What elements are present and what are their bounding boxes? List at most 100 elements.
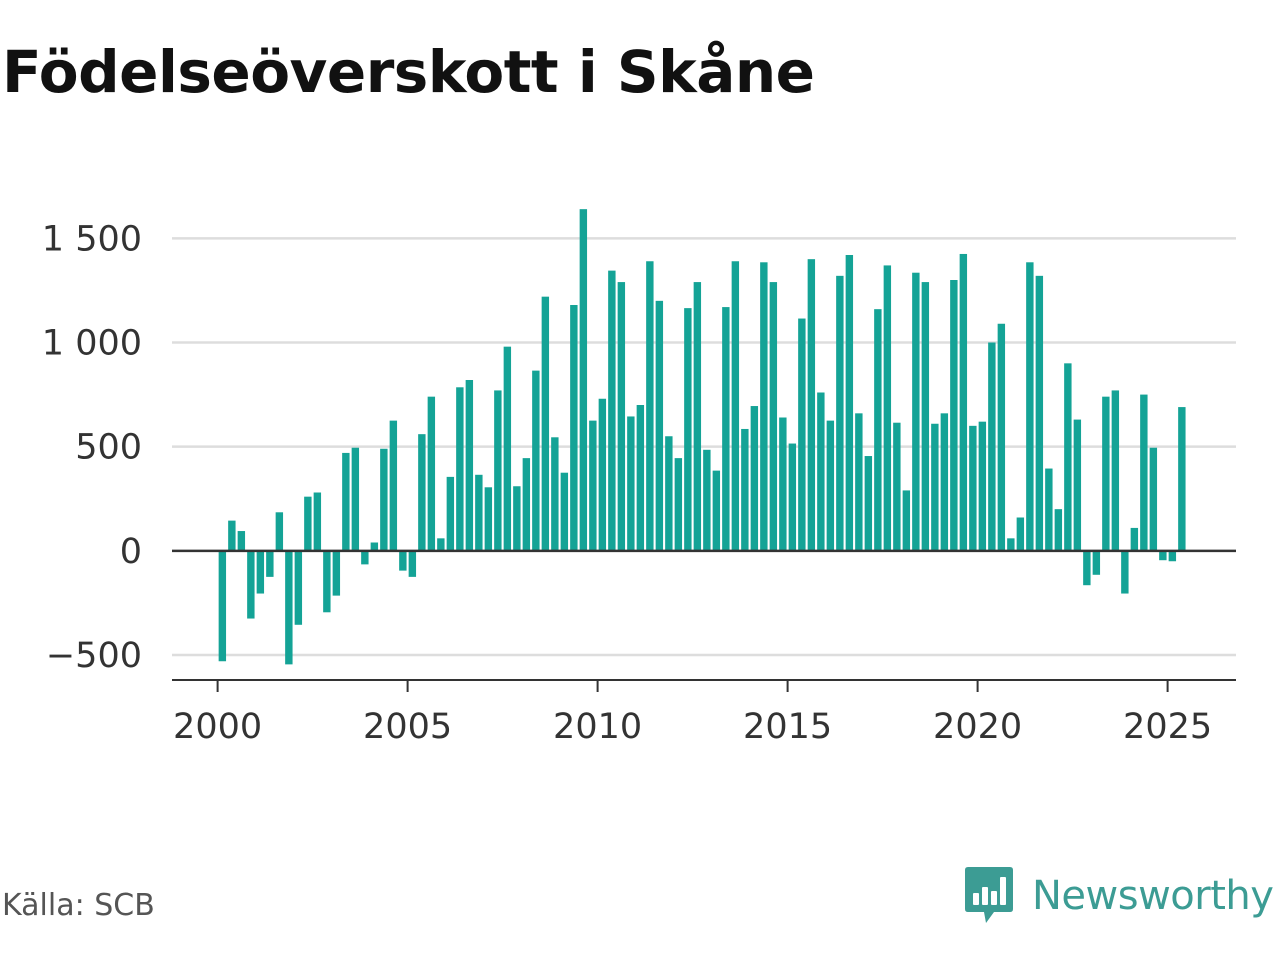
bar [389,420,398,551]
bar [693,282,702,551]
bar [950,280,958,551]
bar [342,452,350,551]
bar [874,309,882,551]
bar [997,323,1006,551]
bar [266,550,274,577]
bar [883,265,892,551]
bar [959,253,968,551]
bar [969,425,977,551]
bar [617,282,626,551]
bar [1045,468,1053,551]
bar [788,443,797,551]
bar [380,448,388,551]
bar [1054,509,1063,551]
bar [446,476,455,551]
bar [418,434,426,551]
bar [731,261,740,551]
bar [931,423,939,551]
bar [513,486,521,551]
bar [247,550,255,619]
bar [532,370,540,551]
bar [703,449,711,551]
bar [921,282,930,551]
bar [1092,550,1101,575]
bar [1064,363,1072,551]
brand-logo[interactable]: Newsworthy [964,864,1274,928]
bar [817,392,825,551]
x-tick-label: 2005 [363,707,452,747]
bar [294,550,303,625]
bar [465,380,474,551]
bar [779,417,787,551]
chart-title: Födelseöverskott i Skåne [2,38,815,106]
bar [560,472,569,551]
bar [750,406,759,551]
y-tick-label: 500 [75,428,142,468]
bar [408,550,417,577]
bar [1035,275,1044,551]
bar [836,275,844,551]
bar [456,387,464,551]
bar [589,420,597,551]
bar [665,436,673,551]
bar [437,538,445,551]
bar [608,270,616,551]
bar [323,550,331,613]
x-tick-label: 2025 [1123,707,1212,747]
bar [228,520,236,551]
bar [475,474,483,551]
bar [769,282,778,551]
bar [826,420,835,551]
bar [674,458,683,551]
bar [522,458,531,551]
bar [712,470,721,551]
bar [684,308,692,551]
bar [503,346,512,551]
bar [237,531,246,551]
bar [484,487,493,551]
bar [1159,550,1167,561]
bar [332,550,341,596]
bar [1016,517,1025,551]
bar [494,390,502,551]
bar-chart: 2000 2005 2010 2015 2020 2025 −500 0 500 1 000 1 … [42,209,1236,747]
bar [1007,538,1015,551]
bar [864,456,873,551]
bar [1026,262,1034,551]
bar [598,398,607,551]
bar [1121,550,1129,594]
bar [912,272,920,551]
y-tick-label: −500 [46,636,142,676]
bar [741,428,749,551]
bar [988,342,996,551]
bar [798,318,806,551]
bar [807,259,816,551]
bar [313,492,322,551]
bar [902,490,911,551]
bar [370,542,379,551]
bar [893,422,901,551]
newsworthy-chart-bubble-icon [965,867,1013,923]
bar [1111,390,1120,551]
y-tick-label: 1 000 [42,324,142,364]
bar [1140,394,1148,551]
bar [361,550,369,565]
bar [636,405,645,551]
bar [1168,550,1177,562]
y-tick-label: 1 500 [42,219,142,259]
bar [940,413,949,551]
bar [1178,407,1186,551]
bar [1149,447,1158,551]
y-axis-ticks: −500 0 500 1 000 1 500 [42,219,142,676]
bar [551,437,559,551]
x-tick-label: 2010 [553,707,642,747]
x-tick-label: 2015 [743,707,832,747]
bar [304,496,312,551]
bar [275,512,284,551]
bar [845,255,854,551]
gridlines [172,237,1236,657]
brand-name: Newsworthy [1032,873,1274,919]
bars [218,209,1186,665]
bar [1130,527,1139,551]
bar [627,416,635,551]
